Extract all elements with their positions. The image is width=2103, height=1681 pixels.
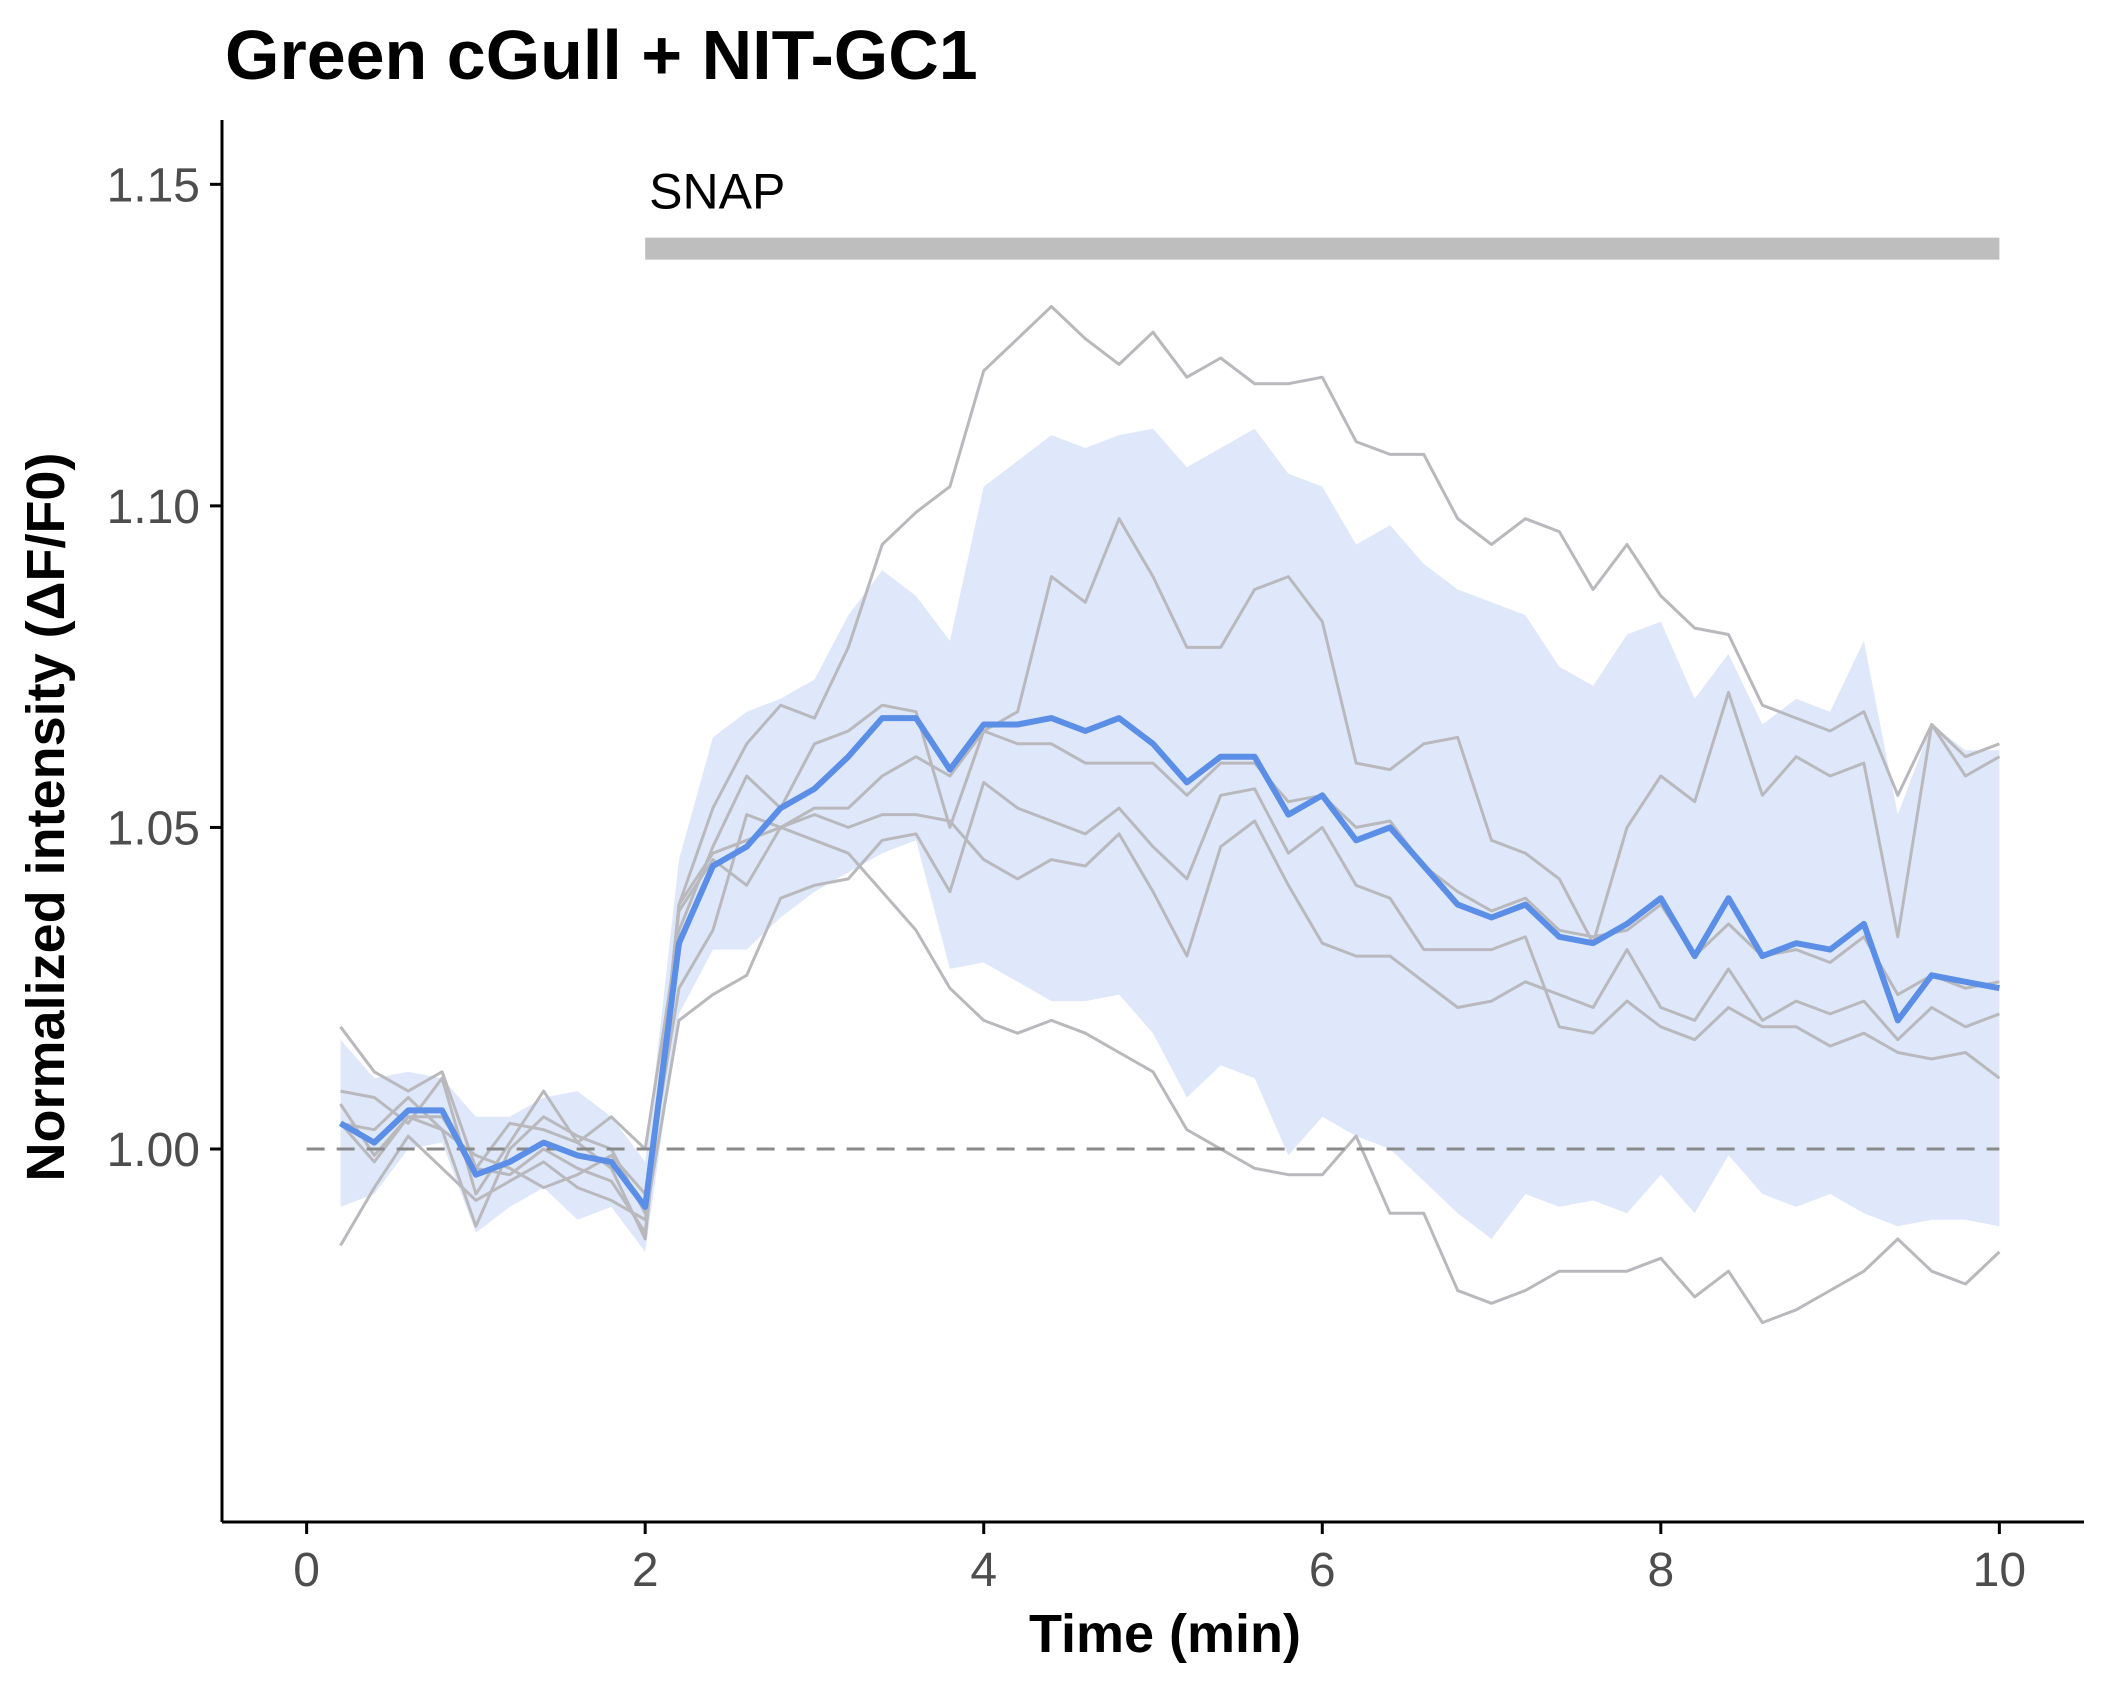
confidence-ribbon [340, 428, 2000, 1252]
mean-series-line [339, 715, 2000, 1210]
individual-traces [339, 305, 2001, 1325]
trace-line-4 [339, 780, 2001, 1247]
x-tick-label: 10 [1973, 1544, 2026, 1597]
snap-application-bar [645, 237, 2000, 260]
y-tick-label: 1.15 [107, 159, 200, 212]
trace-line-5 [339, 729, 2000, 1235]
x-tick-label: 8 [1647, 1544, 1674, 1597]
x-tick-label: 0 [293, 1544, 320, 1597]
trace-line-2 [340, 517, 2001, 1196]
y-axis-title: Normalized intensity (ΔF/F0) [16, 453, 76, 1182]
y-tick-label: 1.00 [107, 1124, 200, 1177]
x-axis-title: Time (min) [1029, 1604, 1301, 1664]
snap-label: SNAP [649, 164, 785, 220]
x-axis: 0 2 4 6 8 10 [222, 1520, 2084, 1597]
plot-area: SNAP [306, 164, 2001, 1325]
y-axis: 1.00 1.05 1.10 1.15 [107, 120, 224, 1522]
x-tick-label: 4 [970, 1544, 997, 1597]
y-tick-label: 1.10 [107, 481, 200, 534]
trace-line-6 [340, 825, 2001, 1325]
y-tick-label: 1.05 [107, 802, 200, 855]
chart-title: Green cGull + NIT-GC1 [225, 16, 978, 94]
x-tick-label: 6 [1309, 1544, 1336, 1597]
trace-line-1 [339, 305, 2000, 1241]
x-tick-label: 2 [632, 1544, 659, 1597]
